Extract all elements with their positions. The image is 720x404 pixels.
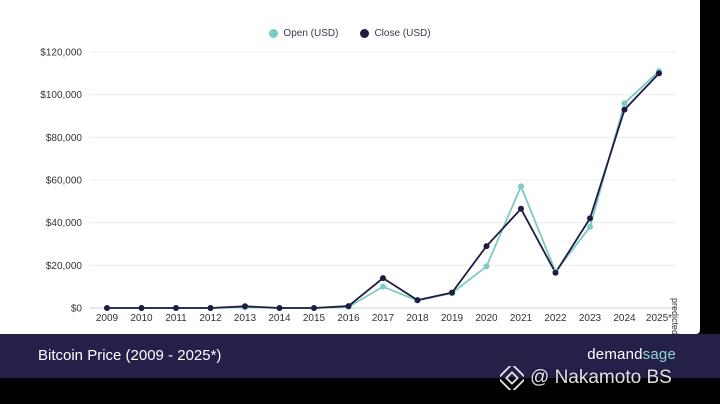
x-tick-label: 2015 [303,313,326,324]
x-tick-label: 2017 [372,313,395,324]
data-point-close [311,305,317,311]
x-tick-label: 2013 [234,313,257,324]
y-tick-label: $20,000 [46,261,83,272]
data-point-close [207,305,214,311]
binance-diamond-icon [500,366,524,390]
x-tick-label: 2016 [337,313,360,324]
footer-bar: Bitcoin Price (2009 - 2025*) demandsage [0,334,720,378]
legend-label-open: Open (USD) [283,28,339,39]
x-tick-label: 2025* [646,313,672,324]
x-tick-label: 2024 [613,313,636,324]
brand-text-right: sage [642,346,676,363]
x-tick-label: 2023 [579,313,602,324]
predicted-note: predicted* [670,298,680,339]
data-point-close [449,289,455,296]
x-tick-label: 2011 [165,313,187,324]
x-tick-label: 2010 [130,313,153,324]
data-point-open [483,263,490,270]
data-point-close [345,303,352,310]
chart-legend: Open (USD) Close (USD) [0,28,700,39]
y-tick-label: $80,000 [46,133,83,144]
data-point-open [518,183,524,190]
brand-text-left: demand [587,346,643,363]
legend-label-close: Close (USD) [374,28,431,39]
y-tick-label: $60,000 [46,176,83,187]
data-point-close [276,305,283,311]
legend-swatch-close [360,29,370,38]
x-tick-label: 2009 [96,313,119,324]
data-point-open [380,283,386,290]
legend-item-close[interactable]: Close (USD) [360,28,431,39]
chart-card: Open (USD) Close (USD) $0 $20,000 $40,000 $… [0,0,700,339]
brand-logo: demandsage [587,346,676,363]
data-point-close [138,305,145,311]
data-point-open [621,100,628,107]
y-tick-label: $0 [71,304,83,315]
data-point-close [587,215,593,222]
data-point-close [552,269,559,276]
data-point-close [656,70,662,77]
y-tick-label: $120,000 [40,48,82,59]
x-tick-label: 2019 [441,313,464,324]
data-point-close [414,297,421,304]
data-point-close [104,305,110,311]
watermark-text: @ Nakamoto BS [530,367,672,388]
data-point-close [483,243,490,250]
series-line-close [107,72,660,309]
data-point-close [621,106,628,113]
data-point-open [587,223,593,230]
legend-swatch-open [269,29,279,38]
y-tick-label: $100,000 [40,90,82,101]
series-line-open [107,70,660,309]
line-chart: $0 $20,000 $40,000 $60,000 $80,000 $100,000 $1… [40,48,676,324]
legend-item-open[interactable]: Open (USD) [269,28,338,39]
x-tick-label: 2014 [268,313,291,324]
footer-title: Bitcoin Price (2009 - 2025*) [38,347,222,364]
watermark: @ Nakamoto BS [500,366,672,390]
data-point-close [380,275,386,282]
x-tick-label: 2012 [199,313,222,324]
x-tick-label: 2021 [510,313,533,324]
y-tick-label: $40,000 [46,218,83,229]
x-tick-label: 2022 [544,313,567,324]
data-point-close [518,205,524,212]
x-tick-label: 2018 [406,313,429,324]
data-point-close [242,303,248,310]
x-tick-label: 2020 [475,313,498,324]
data-point-close [173,305,179,311]
